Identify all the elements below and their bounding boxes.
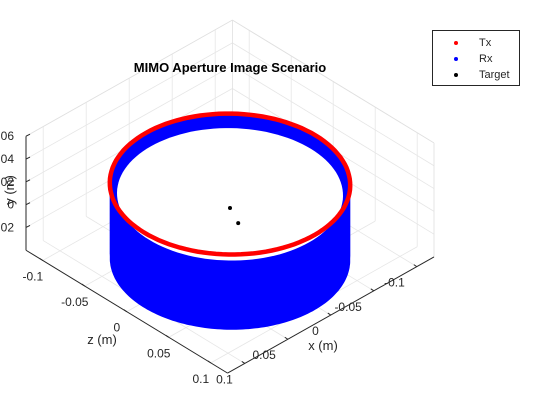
z-tick <box>241 361 246 364</box>
y-tick <box>25 133 31 137</box>
plot-data <box>107 111 353 330</box>
y-tick <box>25 156 31 160</box>
x-tick-label: 0.1 <box>192 372 209 386</box>
legend-label-tx: Tx <box>479 37 492 49</box>
wall-grid-line-y <box>232 65 435 189</box>
x-tick <box>207 360 212 364</box>
rx-cylinder-opening <box>117 128 343 261</box>
x-tick-label: 0 <box>113 321 120 335</box>
tx-ring <box>107 111 353 257</box>
legend-entry-tx: Tx <box>433 35 519 51</box>
wall-grid-line-y <box>232 42 435 167</box>
y-tick-label: 0.06 <box>0 129 14 143</box>
z-tick-label: 0.1 <box>216 372 233 386</box>
y-axis-label: y (m) <box>2 175 17 205</box>
z-tick-label: 0 <box>312 324 319 338</box>
y-tick-label: -0.02 <box>0 220 14 234</box>
y-tick <box>25 224 31 228</box>
x-tick <box>39 258 44 261</box>
legend-entry-rx: Rx <box>433 51 519 67</box>
x-tick-label: -0.05 <box>61 295 89 309</box>
x-tick <box>123 309 128 313</box>
z-tick <box>370 288 375 292</box>
target-point <box>236 221 241 226</box>
tick-labels: -0.1 -0.05 0 0.05 0.1 -0.1 -0.05 0 0.05 0.1 -0.02 0… <box>0 129 405 386</box>
x-tick-label: -0.1 <box>22 269 43 283</box>
x-tick <box>81 283 86 287</box>
z-tick <box>284 336 289 340</box>
wall-grid-line-y <box>25 42 233 160</box>
back-edge-top-left <box>25 19 233 137</box>
y-tick <box>25 179 31 183</box>
chart-title: MIMO Aperture Image Scenario <box>134 60 326 75</box>
legend-label-target: Target <box>479 69 510 81</box>
y-tick-label: 0 <box>7 198 14 212</box>
legend-label-rx: Rx <box>479 53 493 65</box>
wall-grid-line-y <box>25 65 233 183</box>
x-tick-label: 0.05 <box>147 346 171 360</box>
x-axis-label: x (m) <box>308 338 338 353</box>
legend-marker-tx <box>454 41 458 45</box>
legend-marker-rx <box>454 57 458 61</box>
z-tick <box>413 264 418 268</box>
back-edge-top-right <box>232 19 435 144</box>
y-tick-label: 0.02 <box>0 175 14 189</box>
legend-marker-target <box>454 73 458 77</box>
y-tick <box>25 202 31 206</box>
z-tick-label: 0.05 <box>252 348 276 362</box>
z-tick-label: -0.05 <box>334 300 362 314</box>
legend: Tx Rx Target <box>432 30 520 86</box>
z-tick <box>327 312 332 316</box>
z-tick-label: -0.1 <box>384 276 405 290</box>
y-tick-label: 0.04 <box>0 152 14 166</box>
x-tick <box>165 334 170 338</box>
target-point <box>228 206 232 210</box>
z-axis-label: z (m) <box>87 332 117 347</box>
legend-entry-target: Target <box>433 67 519 83</box>
